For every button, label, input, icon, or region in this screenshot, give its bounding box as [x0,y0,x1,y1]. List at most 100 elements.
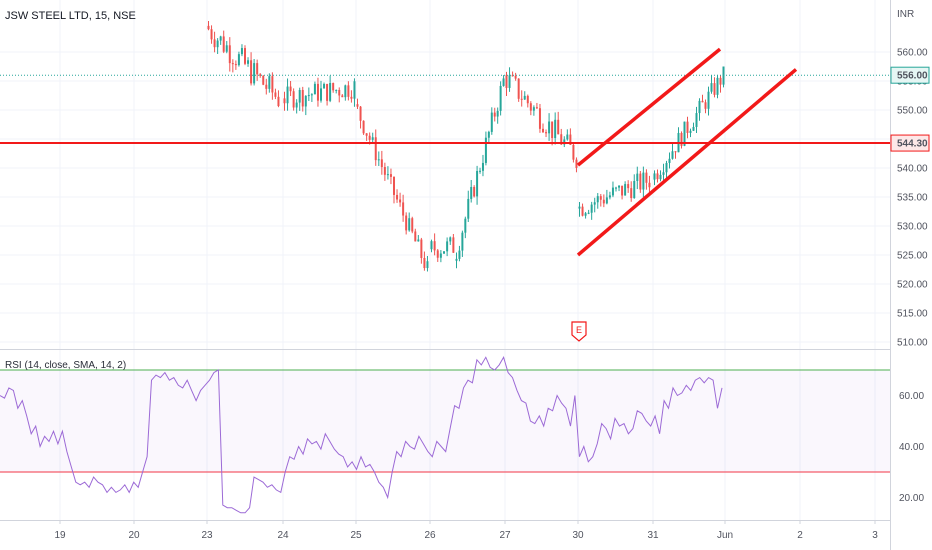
candle-body [383,167,386,175]
candle-body [265,84,268,89]
candle-body [461,232,464,251]
candle-body [313,83,316,95]
candle-body [499,85,502,111]
candle-body [408,218,411,231]
time-tick-label: 19 [54,530,66,541]
candle-body [639,173,642,190]
price-tick-label: 530.00 [897,222,928,233]
trend-channel[interactable] [576,47,798,257]
candle-body [362,120,365,134]
candle-body [713,83,716,95]
candle-body [259,74,262,76]
candle-body [350,96,353,99]
candle-body [439,253,442,258]
candle-body [244,48,246,64]
candle-body [584,213,587,216]
candle-body [692,126,695,131]
price-tick-label: 525.00 [897,251,928,262]
symbol-title: JSW STEEL LTD, 15, NSE [5,10,136,22]
candle-body [496,110,499,117]
candle-body [426,261,429,269]
price-label-box [890,134,930,152]
candle-body [551,121,554,139]
candle-body [615,187,617,189]
candle-body [237,54,240,66]
earnings-marker-label: E [576,325,582,335]
candle-body [470,186,473,199]
candle-body [716,77,719,95]
candle-body [247,60,250,64]
candle-body [256,63,259,75]
price-label-text: 556.00 [897,71,928,82]
candle-body [680,132,683,146]
candle-body [380,159,383,168]
candle-body [359,106,362,121]
candle-body [219,36,222,41]
candle-body [572,144,575,160]
candle-body [433,241,436,251]
candle-body [405,215,408,231]
rsi-legend-label: RSI (14, close, SMA, 14, 2) [5,360,126,371]
rsi-band-fill [0,370,890,472]
candle-body [538,108,541,129]
rsi-tick-label: 20.00 [899,493,924,504]
candle-body [326,83,329,101]
candle-body [505,75,508,88]
candle-body [449,237,452,242]
candle-body [353,81,356,99]
candle-body [443,251,445,254]
candle-body [271,76,274,93]
candle-body [502,78,505,86]
earnings-marker[interactable]: E [571,321,587,342]
trend-line-channel-lower [576,68,798,257]
candle-body [455,258,458,261]
time-tick-label: 25 [350,530,362,541]
candle-body [587,212,590,214]
price-axis[interactable]: 560.00555.00550.00545.00540.00535.00530.… [897,48,928,349]
candle-body [301,89,304,107]
candle-body [216,40,219,48]
candle-body [304,95,307,107]
candle-body [520,98,523,100]
time-tick-label: 20 [128,530,140,541]
price-tick-label: 560.00 [897,48,928,59]
candle-body [636,173,639,181]
candle-body [210,29,213,40]
time-axis[interactable]: 19 20 23 24 25 26 27 30 31 Jun 2 3 [54,520,878,541]
candle-body [695,113,698,127]
candle-body [624,184,627,196]
candle-body [560,134,563,145]
price-label-box [890,66,930,84]
candle-body [529,103,532,111]
candle-body [508,75,511,88]
time-tick-label: 2 [797,530,803,541]
candle-body [231,63,234,65]
candle-body [511,75,514,77]
rsi-axis[interactable]: 60.00 40.00 20.00 [899,391,924,504]
candle-body [517,78,520,99]
candle-body [662,172,665,175]
candle-body [630,188,633,199]
candle-body [396,194,399,200]
candle-body [665,162,668,173]
candle-body [464,218,467,233]
candle-body [514,75,517,79]
time-tick-label: 26 [424,530,436,541]
earnings-marker-shape [571,321,587,342]
rsi-line [0,356,723,514]
candle-body [417,239,420,242]
candle-body [608,195,611,198]
candle-body [523,95,526,100]
candle-body [356,104,359,107]
candle-body [621,185,624,196]
candle-body [532,107,535,111]
candle-body [402,202,405,216]
candle-body [476,170,479,197]
time-tick-label: 31 [647,530,659,541]
candle-body [596,196,599,203]
candle-body [283,98,286,104]
candle-body [590,204,593,213]
candle-body [307,95,310,97]
time-tick-label: 27 [499,530,511,541]
